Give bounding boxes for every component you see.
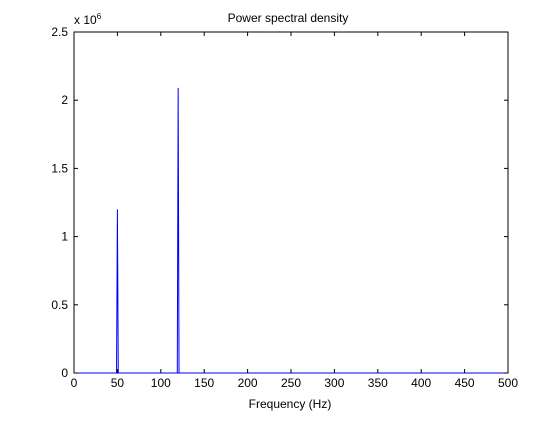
x-tick-label: 300	[324, 376, 344, 390]
x-tick-label: 450	[455, 376, 475, 390]
x-tick-label: 350	[368, 376, 388, 390]
y-tick-label: 0	[61, 366, 68, 380]
y-axis-exponent: x 106	[74, 12, 102, 27]
y-tick-label: 0.5	[51, 298, 68, 312]
y-tick-label: 2	[61, 93, 68, 107]
x-axis-label: Frequency (Hz)	[249, 397, 332, 411]
x-tick-label: 150	[194, 376, 214, 390]
x-tick-label: 50	[111, 376, 125, 390]
plot-box	[73, 31, 509, 374]
y-tick-label: 2.5	[51, 25, 68, 39]
chart-title: Power spectral density	[228, 11, 349, 25]
x-tick-label: 0	[71, 376, 78, 390]
ticks-layer: 0 50 100 150 200 250 300 350 400 450 500 0 0.5 1 1.5 2 2…	[51, 25, 518, 390]
y-exponent-base: x 10	[74, 13, 97, 27]
x-tick-label: 200	[238, 376, 258, 390]
axes	[73, 31, 509, 374]
y-exponent-power: 6	[97, 12, 102, 21]
x-tick-label: 250	[281, 376, 301, 390]
y-tick-label: 1	[61, 230, 68, 244]
y-tick-label: 1.5	[51, 161, 68, 175]
series-layer	[74, 87, 508, 374]
x-tick-label: 500	[498, 376, 518, 390]
x-tick-label: 400	[411, 376, 431, 390]
series-line-0	[74, 87, 508, 374]
x-tick-label: 100	[151, 376, 171, 390]
